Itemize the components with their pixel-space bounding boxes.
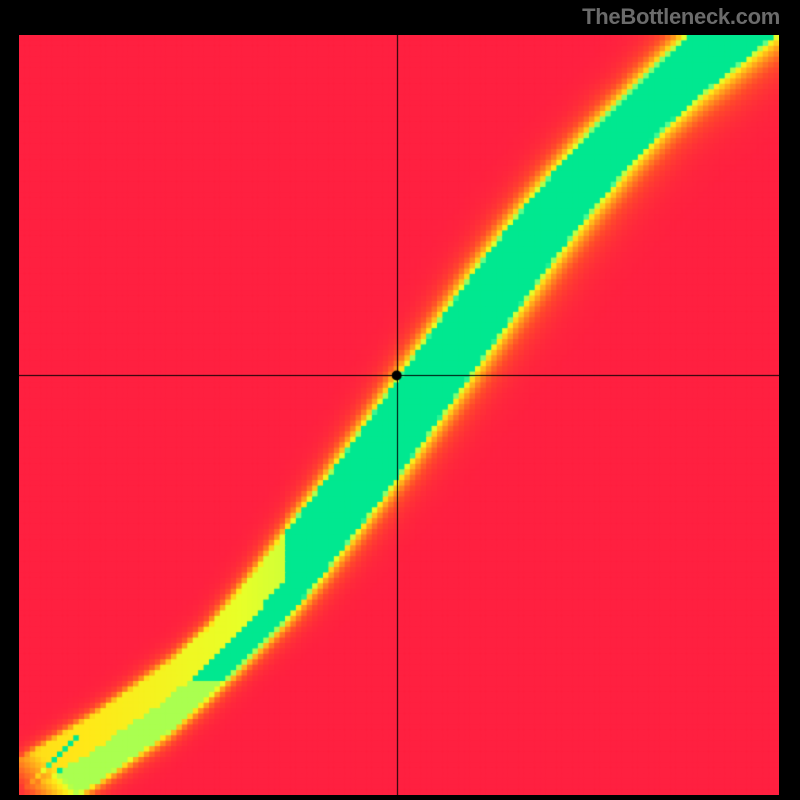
heatmap-canvas	[19, 35, 779, 795]
chart-container: TheBottleneck.com	[0, 0, 800, 800]
attribution-text: TheBottleneck.com	[582, 4, 780, 30]
heatmap-plot	[19, 35, 779, 795]
